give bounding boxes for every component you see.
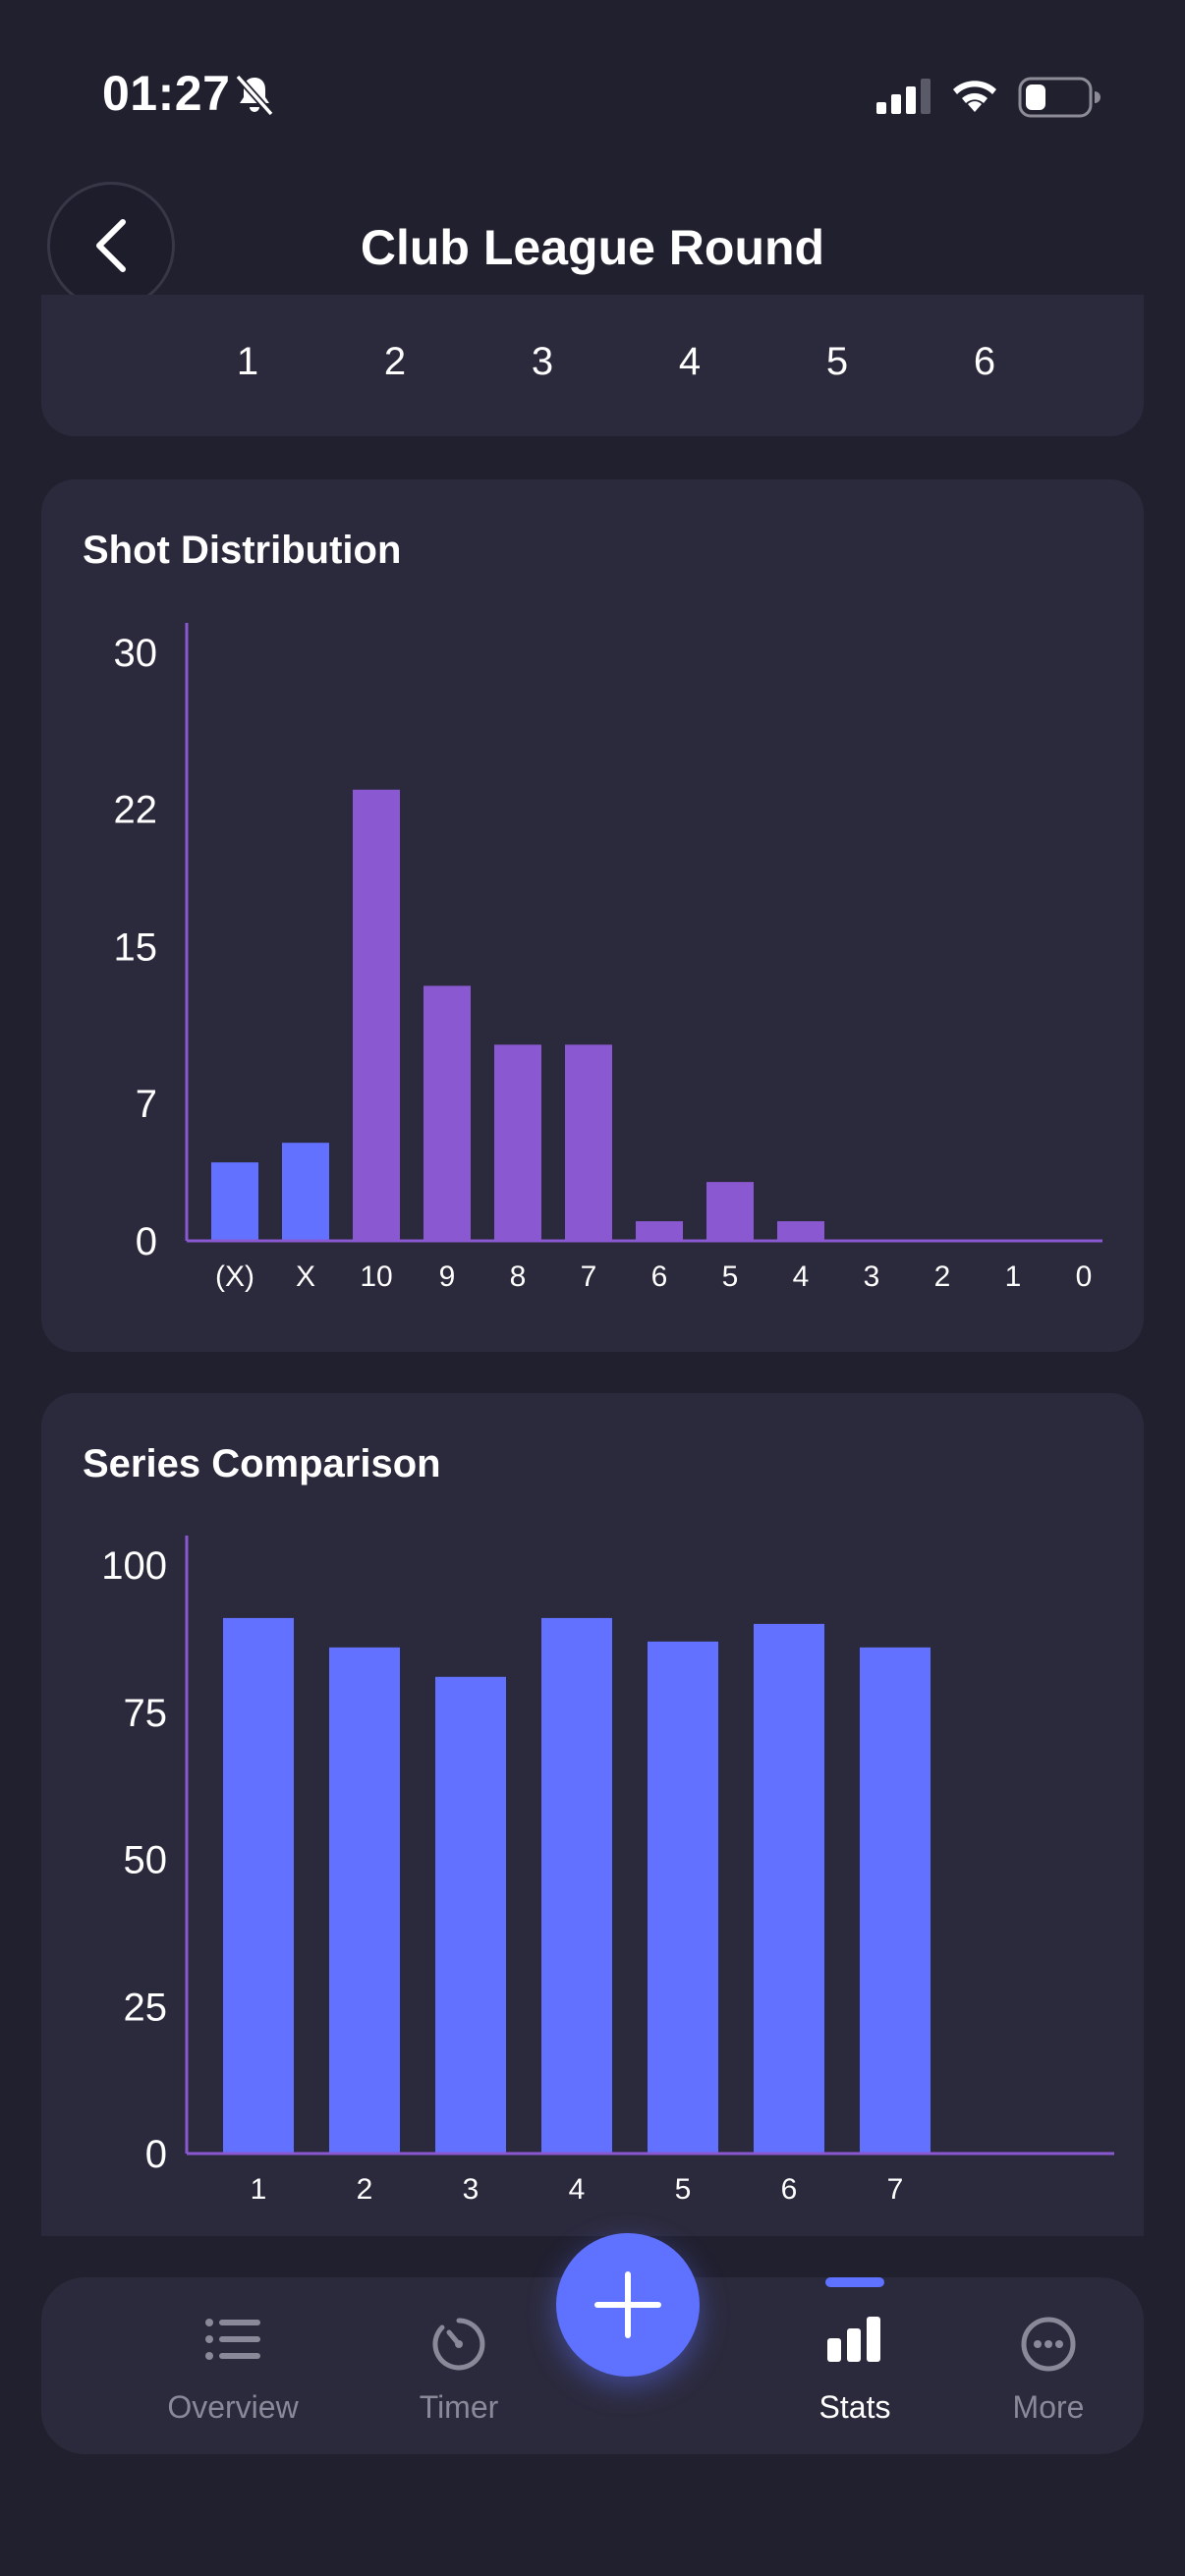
bar — [435, 1676, 506, 2154]
back-button[interactable] — [47, 182, 175, 309]
wifi-icon — [949, 75, 1000, 119]
x-tick-label: X — [296, 1260, 315, 1293]
bar — [706, 1182, 754, 1241]
shot-distribution-card: Shot Distribution 0 7 15 22 30 (X) X 10 9 8 7 6 5 4 3 2… — [41, 479, 1144, 1352]
card-title: Shot Distribution — [83, 529, 402, 572]
x-tick-label: 0 — [1076, 1260, 1093, 1293]
bar — [494, 1044, 541, 1241]
chevron-left-icon — [96, 219, 126, 272]
y-tick-label: 75 — [124, 1692, 168, 1735]
tab-timer[interactable]: Timer — [366, 2277, 552, 2454]
x-tick-label: 2 — [934, 1260, 951, 1293]
x-tick-label: 4 — [569, 2173, 586, 2206]
tab-more[interactable]: More — [965, 2277, 1132, 2454]
series-comparison-card: Series Comparison 0 25 50 75 100 1 2 3 4 5 6 7 — [41, 1393, 1144, 2236]
series-number: 1 — [236, 340, 259, 383]
y-tick-label: 50 — [124, 1839, 168, 1882]
list-icon — [205, 2319, 260, 2360]
x-tick-label: 8 — [510, 1260, 527, 1293]
y-tick-label: 30 — [114, 632, 158, 675]
page-title: Club League Round — [360, 220, 825, 275]
bar — [565, 1044, 612, 1241]
y-tick-label: 0 — [145, 2133, 167, 2176]
bar — [754, 1623, 824, 2154]
timer-icon — [432, 2318, 485, 2371]
x-tick-label: 6 — [781, 2173, 798, 2206]
x-tick-label: 1 — [1005, 1260, 1022, 1293]
y-tick-label: 25 — [124, 1986, 168, 2029]
bar — [282, 1143, 329, 1241]
bar — [329, 1647, 400, 2154]
bar — [223, 1617, 294, 2154]
status-time: 01:27 — [102, 66, 231, 121]
x-tick-label: 7 — [887, 2173, 904, 2206]
series-number: 4 — [678, 340, 702, 383]
y-tick-label: 7 — [136, 1083, 157, 1126]
bar — [860, 1647, 931, 2154]
series-comparison-chart: 0 25 50 75 100 1 2 3 4 5 6 7 — [101, 1536, 1114, 2206]
x-tick-label: 5 — [722, 1260, 739, 1293]
bar — [648, 1641, 718, 2154]
x-tick-label: 1 — [251, 2173, 267, 2206]
tab-label: Overview — [167, 2389, 299, 2425]
x-tick-label: (X) — [215, 1260, 254, 1293]
x-tick-label: 10 — [360, 1260, 392, 1293]
series-number: 2 — [383, 340, 407, 383]
bar — [777, 1221, 824, 1241]
bar — [353, 789, 400, 1241]
plus-icon — [594, 2271, 661, 2338]
bar — [211, 1162, 258, 1241]
bar — [423, 985, 471, 1241]
active-tab-indicator — [825, 2277, 884, 2287]
x-tick-label: 5 — [675, 2173, 692, 2206]
tab-label: Timer — [419, 2389, 499, 2425]
add-button[interactable] — [556, 2233, 700, 2377]
x-tick-label: 9 — [439, 1260, 456, 1293]
stats-icon — [827, 2317, 880, 2362]
series-number: 6 — [973, 340, 996, 383]
tab-label: More — [1012, 2389, 1085, 2425]
series-scores-card: 1 2 3 4 5 6 — [41, 295, 1144, 436]
x-tick-label: 3 — [864, 1260, 880, 1293]
x-tick-label: 4 — [793, 1260, 810, 1293]
series-number: 3 — [531, 340, 554, 383]
x-tick-label: 3 — [463, 2173, 480, 2206]
bar — [541, 1617, 612, 2154]
y-tick-label: 100 — [101, 1544, 167, 1588]
y-tick-label: 15 — [114, 926, 158, 970]
more-icon — [1021, 2317, 1076, 2372]
card-title: Series Comparison — [83, 1442, 441, 1485]
cellular-signal-icon — [876, 79, 935, 119]
x-tick-label: 7 — [581, 1260, 597, 1293]
series-number: 5 — [825, 340, 849, 383]
nav-header: Club League Round — [0, 182, 1185, 339]
x-tick-label: 2 — [357, 2173, 373, 2206]
bell-muted-icon — [232, 73, 277, 123]
y-tick-label: 22 — [114, 789, 158, 832]
tab-label: Stats — [818, 2389, 891, 2425]
status-bar: 01:27 — [0, 0, 1185, 187]
bar — [636, 1221, 683, 1241]
y-tick-label: 0 — [136, 1220, 157, 1263]
tab-overview[interactable]: Overview — [100, 2277, 366, 2454]
x-tick-label: 6 — [651, 1260, 668, 1293]
battery-icon — [1018, 77, 1100, 123]
tab-stats[interactable]: Stats — [766, 2277, 943, 2454]
